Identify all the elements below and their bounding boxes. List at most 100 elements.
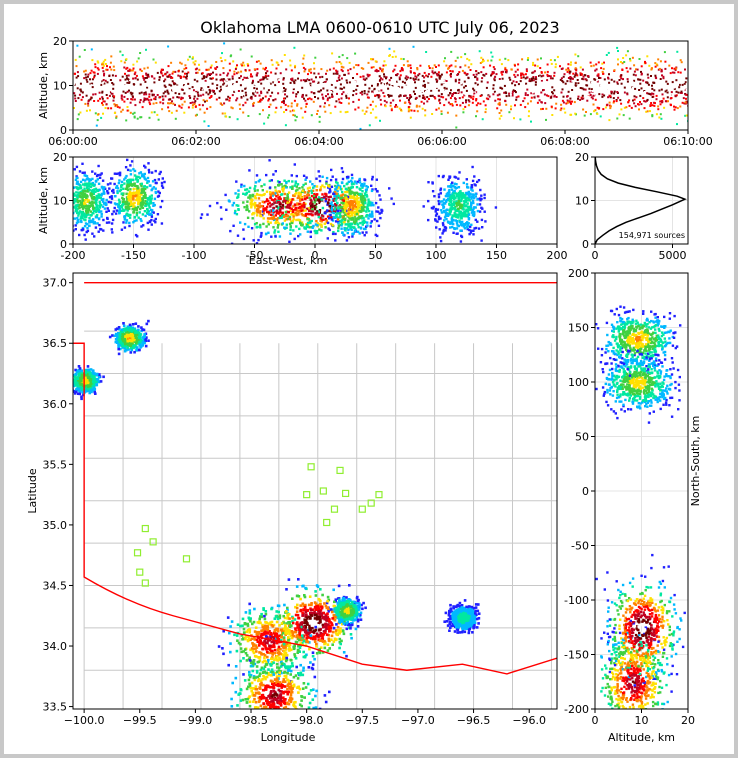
altitude-east-west-cell [353,229,357,233]
altitude-time-cell [143,93,146,96]
altitude-time-cell [281,101,284,104]
altitude-east-west-cell [329,216,332,219]
altitude-time-cell [340,65,343,68]
altitude-time-cell [203,76,206,79]
altitude-east-west-cell [157,194,161,198]
altitude-time-cell [330,83,333,86]
altitude-time-cell [310,78,313,81]
altitude-time-cell [109,84,112,87]
altitude-time-cell [505,87,508,89]
altitude-east-west-cell [105,210,108,213]
altitude-east-west-cell [138,211,141,214]
altitude-east-west-cell [342,202,345,205]
altitude-time-cell [283,97,285,100]
altitude-time-cell [561,84,564,87]
altitude-time-cell [683,79,686,82]
altitude-time-cell [162,68,164,71]
altitude-east-west-cell [304,197,307,201]
altitude-time-cell [147,73,150,76]
altitude-east-west-cell [368,204,371,207]
altitude-time-cell [464,85,467,87]
altitude-time-cell [305,105,307,108]
altitude-east-west-cell [139,199,142,203]
altitude-time-cell [234,68,237,70]
altitude-east-west-cell [293,203,297,206]
altitude-time-cell [267,99,270,102]
altitude-time-cell [461,96,464,99]
altitude-time-cell [440,93,443,96]
altitude-time-cell [563,87,566,90]
altitude-time-cell [665,87,668,90]
altitude-time-cell [620,102,623,105]
altitude-east-west-cell [350,190,353,193]
altitude-east-west-cell [151,180,155,183]
altitude-east-west-cell [309,235,312,238]
altitude-east-west-cell [442,223,445,227]
altitude-time-cell [594,98,597,101]
altitude-east-west-cell [277,190,280,193]
altitude-time-cell [209,74,211,76]
altitude-time-cell [463,94,466,97]
altitude-time-cell [555,102,558,105]
altitude-east-west-cell [340,224,343,227]
altitude-time-cell [116,92,119,95]
altitude-time-cell [509,89,512,91]
altitude-east-west-cell [126,168,130,172]
altitude-east-west-cell [452,191,456,195]
altitude-east-west-cell [132,221,135,224]
altitude-time-cell [120,110,123,113]
altitude-time-cell [197,94,200,97]
altitude-time-cell [269,95,272,98]
altitude-east-west-cell [316,222,320,225]
altitude-time-cell [93,100,96,102]
altitude-time-cell [388,94,391,97]
altitude-time-cell [84,102,87,105]
altitude-time-cell [271,91,274,94]
altitude-time-cell [441,86,444,88]
altitude-east-west-cell [125,202,129,205]
altitude-east-west-cell [313,201,317,204]
altitude-time-cell [258,94,261,97]
altitude-time-cell [424,109,427,112]
altitude-east-west-cell [75,204,78,208]
altitude-time-cell [628,88,631,91]
altitude-time-cell [79,88,82,91]
altitude-time-cell [251,81,254,84]
altitude-time-cell [166,89,169,92]
altitude-time-cell [573,75,576,78]
altitude-east-west-cell [478,203,482,206]
altitude-time-cell [566,70,569,73]
altitude-time-cell [102,100,105,103]
altitude-time-cell [97,99,100,102]
altitude-east-west-cell [366,185,369,189]
altitude-time-cell [228,78,231,81]
altitude-time-cell [83,92,86,94]
altitude-east-west-cell [96,204,99,207]
altitude-time-cell [292,114,295,117]
altitude-east-west-cell [272,226,275,229]
altitude-east-west-cell [442,198,446,201]
altitude-time-cell [559,109,562,112]
altitude-east-west-cell [375,178,378,181]
altitude-time-cell [304,77,307,80]
altitude-time-cell [372,108,374,111]
altitude-east-west-cell [346,231,349,235]
altitude-east-west-cell [86,187,89,190]
altitude-time-cell [197,82,200,85]
altitude-time-cell [684,114,687,117]
altitude-time-cell [379,67,382,70]
altitude-time-cell [685,97,687,100]
altitude-time-cell [283,102,285,105]
altitude-east-west-cell [152,202,155,205]
altitude-time-cell [587,95,590,98]
altitude-time-cell [89,82,92,85]
altitude-time-cell [266,76,269,79]
altitude-time-cell [257,101,260,103]
altitude-east-west-cell [73,201,76,204]
altitude-time-cell [505,79,508,82]
altitude-time-cell [171,80,174,83]
altitude-time-cell [113,103,116,106]
altitude-east-west-cell [466,221,469,224]
altitude-east-west-cell [274,235,277,238]
altitude-east-west-cell [135,208,139,212]
